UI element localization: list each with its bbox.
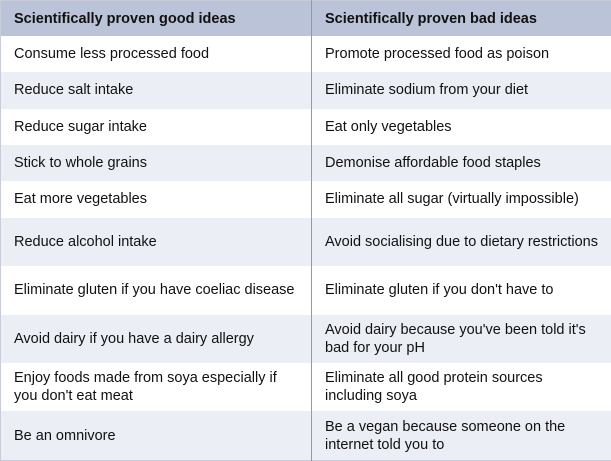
table-row: Eat more vegetables Eliminate all sugar …	[0, 181, 611, 218]
good-idea-cell: Avoid dairy if you have a dairy allergy	[0, 314, 312, 363]
table-row: Stick to whole grains Demonise affordabl…	[0, 144, 611, 182]
bad-idea-cell: Avoid dairy because you've been told it'…	[311, 314, 611, 363]
header-good-ideas: Scientifically proven good ideas	[0, 0, 312, 36]
table-row: Be an omnivore Be a vegan because someon…	[0, 411, 611, 461]
good-idea-cell: Eat more vegetables	[0, 181, 312, 218]
table-row: Eliminate gluten if you have coeliac dis…	[0, 266, 611, 315]
table-row: Enjoy foods made from soya especially if…	[0, 362, 611, 412]
bad-idea-cell: Be a vegan because someone on the intern…	[311, 411, 611, 461]
good-idea-cell: Stick to whole grains	[0, 144, 312, 182]
bad-idea-cell: Promote processed food as poison	[311, 36, 611, 73]
bad-idea-cell: Avoid socialising due to dietary restric…	[311, 217, 611, 267]
good-idea-cell: Be an omnivore	[0, 411, 312, 461]
table-row: Reduce alcohol intake Avoid socialising …	[0, 217, 611, 267]
table-row: Avoid dairy if you have a dairy allergy …	[0, 314, 611, 363]
table-row: Reduce salt intake Eliminate sodium from…	[0, 72, 611, 109]
bad-idea-cell: Eliminate all sugar (virtually impossibl…	[311, 181, 611, 218]
good-idea-cell: Consume less processed food	[0, 36, 312, 73]
bad-idea-cell: Eliminate gluten if you don't have to	[311, 266, 611, 315]
header-bad-ideas: Scientifically proven bad ideas	[311, 0, 611, 36]
good-idea-cell: Reduce salt intake	[0, 72, 312, 109]
bad-idea-cell: Eliminate sodium from your diet	[311, 72, 611, 109]
good-idea-cell: Eliminate gluten if you have coeliac dis…	[0, 266, 312, 315]
bad-idea-cell: Eat only vegetables	[311, 108, 611, 145]
table-row: Consume less processed food Promote proc…	[0, 36, 611, 73]
bad-idea-cell: Demonise affordable food staples	[311, 144, 611, 182]
good-idea-cell: Reduce sugar intake	[0, 108, 312, 145]
bad-idea-cell: Eliminate all good protein sources inclu…	[311, 362, 611, 412]
table-row: Reduce sugar intake Eat only vegetables	[0, 108, 611, 145]
good-idea-cell: Enjoy foods made from soya especially if…	[0, 362, 312, 412]
good-idea-cell: Reduce alcohol intake	[0, 217, 312, 267]
header-row: Scientifically proven good ideas Scienti…	[0, 0, 611, 36]
